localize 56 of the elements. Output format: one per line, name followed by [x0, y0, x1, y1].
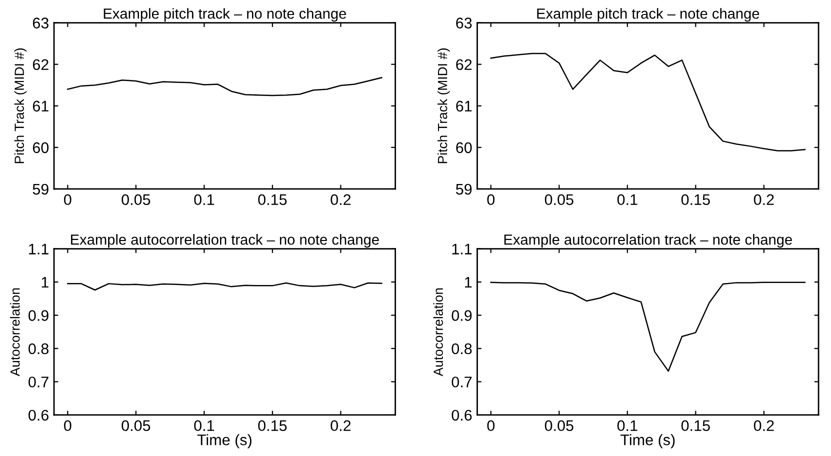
line-series — [67, 77, 382, 96]
x-tick-label: 0.05 — [544, 194, 574, 206]
chart-title: Example autocorrelation track – no note change — [71, 234, 379, 248]
y-tick-label: 60 — [456, 142, 472, 154]
y-tick-label: 0.9 — [28, 310, 48, 321]
y-tick-label: 0.8 — [28, 343, 48, 354]
x-tick-label: 0.2 — [330, 420, 351, 432]
y-tick-label: 0.6 — [28, 410, 48, 421]
y-tick-label: 0.7 — [452, 376, 472, 388]
x-tick-label: 0.05 — [122, 420, 150, 432]
x-tick-label: 0.05 — [122, 194, 150, 206]
y-tick-label: 62 — [456, 59, 472, 70]
x-tick-label: 0.1 — [194, 194, 214, 206]
x-tick-label: 0.15 — [681, 194, 710, 206]
y-tick-label: 0.6 — [452, 410, 472, 421]
y-tick-label: 1.1 — [452, 244, 472, 254]
y-axis-title: Autocorrelation — [433, 288, 443, 376]
chart-title: Example pitch track – no note change — [104, 8, 346, 22]
y-axis-title: Pitch Track (MIDI #) — [438, 48, 450, 164]
x-tick-label: 0 — [64, 420, 72, 432]
line-series — [67, 282, 382, 291]
line-series — [490, 52, 806, 152]
x-tick-label: 0.1 — [617, 194, 638, 206]
y-tick-label: 0.7 — [28, 376, 48, 388]
x-tick-label: 0 — [487, 420, 495, 432]
chart-title: Example pitch track – note change — [537, 8, 760, 22]
y-tick-label: 59 — [456, 184, 472, 195]
y-tick-label: 0.8 — [452, 343, 472, 354]
y-tick-label: 61 — [456, 100, 472, 112]
y-tick-label: 1 — [465, 277, 472, 288]
line-series — [490, 282, 806, 372]
x-tick-label: 0.2 — [330, 194, 351, 206]
y-tick-label: 62 — [32, 59, 48, 70]
x-tick-label: 0.15 — [681, 420, 710, 432]
x-tick-label: 0.2 — [754, 194, 774, 206]
y-tick-label: 63 — [32, 18, 48, 28]
y-tick-label: 63 — [456, 18, 472, 28]
x-axis-title: Time (s) — [197, 434, 252, 448]
y-axis-title: Pitch Track (MIDI #) — [14, 48, 27, 164]
y-tick-label: 60 — [32, 142, 49, 154]
chart-title: Example autocorrelation track – note change — [504, 234, 792, 248]
y-axis-title: Autocorrelation — [10, 288, 20, 376]
x-tick-label: 0.1 — [617, 420, 638, 432]
x-tick-label: 0.05 — [544, 420, 574, 432]
x-tick-label: 0 — [487, 194, 495, 206]
x-axis-title: Time (s) — [620, 434, 675, 448]
y-tick-label: 1 — [42, 277, 48, 288]
y-tick-label: 61 — [32, 100, 48, 112]
x-tick-label: 0.1 — [194, 420, 214, 432]
x-tick-label: 0.15 — [258, 194, 287, 206]
x-tick-label: 0.2 — [754, 420, 774, 432]
y-tick-label: 1.1 — [29, 244, 48, 254]
y-tick-label: 59 — [32, 184, 48, 195]
x-tick-label: 0 — [64, 194, 72, 206]
x-tick-label: 0.15 — [258, 420, 287, 432]
y-tick-label: 0.9 — [452, 310, 472, 321]
